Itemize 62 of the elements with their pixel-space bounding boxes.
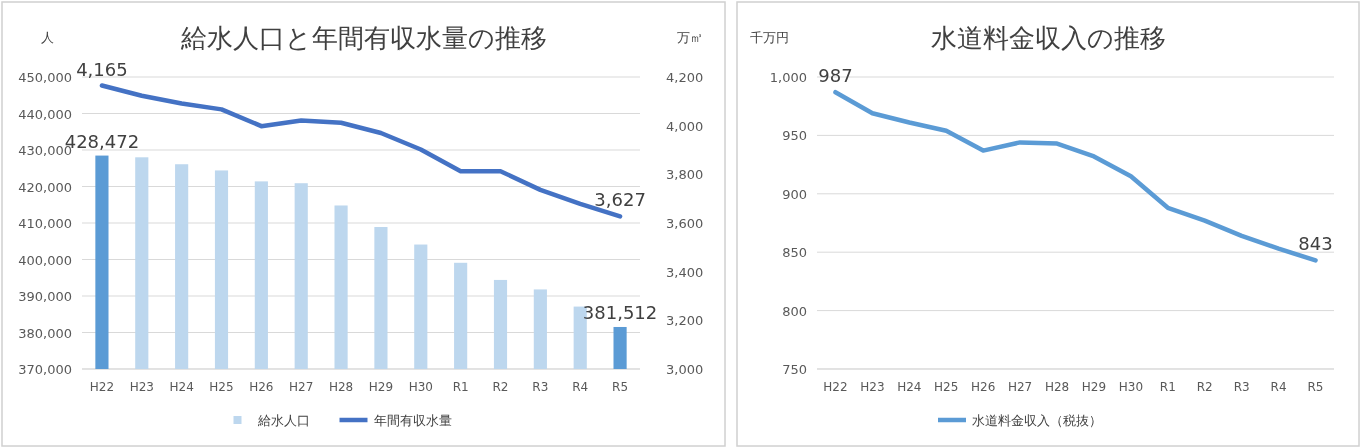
- x-tick-label: H25: [934, 380, 959, 394]
- x-tick-label: H28: [1044, 380, 1070, 394]
- data-label: 843: [1298, 233, 1333, 255]
- x-tick-label: H25: [209, 380, 234, 394]
- x-tick-label: H29: [1081, 380, 1107, 394]
- x-tick-label: R3: [1233, 380, 1250, 394]
- data-label: 3,627: [594, 189, 646, 211]
- x-tick-label: H24: [897, 380, 922, 394]
- y2-axis-title: 万㎥: [677, 30, 703, 45]
- y-axis-title: 人: [40, 30, 54, 45]
- x-tick-label: H27: [289, 380, 314, 394]
- x-tick-label: R5: [1307, 380, 1324, 394]
- y-tick-label: 800: [782, 303, 807, 319]
- x-tick-label: H22: [89, 380, 115, 394]
- x-tick-label: H24: [169, 380, 194, 394]
- x-tick-label: R1: [1159, 380, 1176, 394]
- y2-tick-label: 4,000: [666, 118, 704, 134]
- x-tick-label: H27: [1007, 380, 1033, 394]
- x-tick-label: H23: [860, 380, 885, 394]
- data-label: 4,165: [76, 58, 128, 80]
- y-tick-label: 400,000: [18, 252, 72, 268]
- legend-label: 給水人口: [256, 413, 310, 428]
- legend-label: 水道料金収入（税抜）: [972, 413, 1102, 428]
- y-tick-label: 850: [782, 245, 807, 261]
- y-tick-label: 390,000: [18, 289, 72, 304]
- y2-tick-label: 3,200: [666, 313, 704, 329]
- y2-tick-label: 4,200: [666, 70, 704, 85]
- x-tick-label: R3: [532, 380, 549, 394]
- x-tick-label: H26: [249, 380, 274, 394]
- y-tick-label: 950: [782, 128, 807, 144]
- data-label: 381,512: [582, 301, 658, 323]
- data-label: 987: [818, 65, 853, 87]
- y-tick-label: 370,000: [18, 362, 72, 377]
- x-tick-label: R1: [452, 380, 469, 394]
- x-tick-label: H30: [1118, 380, 1144, 394]
- chart-title: 給水人口と年間有収水量の推移: [179, 23, 547, 53]
- y2-tick-label: 3,000: [666, 362, 704, 377]
- x-tick-label: H26: [971, 380, 996, 394]
- legend-label: 年間有収水量: [373, 413, 452, 428]
- x-tick-label: H23: [129, 380, 154, 394]
- x-tick-label: R4: [572, 380, 589, 394]
- y-tick-label: 1,000: [769, 70, 807, 85]
- y-tick-label: 440,000: [18, 106, 72, 122]
- x-tick-label: H29: [368, 380, 394, 394]
- x-tick-label: H28: [328, 380, 354, 394]
- y-tick-label: 410,000: [18, 216, 72, 231]
- x-tick-label: H30: [408, 380, 433, 394]
- y-tick-label: 380,000: [18, 325, 72, 341]
- x-tick-label: R2: [492, 380, 509, 394]
- y2-tick-label: 3,400: [666, 264, 704, 280]
- y-tick-label: 750: [782, 362, 807, 377]
- y-tick-label: 420,000: [18, 179, 72, 195]
- y-tick-label: 450,000: [18, 70, 72, 85]
- x-tick-label: H22: [823, 380, 848, 394]
- y-axis-title: 千万円: [749, 30, 789, 45]
- x-tick-label: R4: [1270, 380, 1287, 394]
- x-tick-label: R2: [1196, 380, 1213, 394]
- chart-title: 水道料金収入の推移: [930, 23, 1166, 53]
- y2-tick-label: 3,600: [666, 216, 704, 231]
- x-tick-label: R5: [612, 380, 629, 394]
- y-tick-label: 900: [782, 186, 807, 202]
- y2-tick-label: 3,800: [666, 167, 704, 183]
